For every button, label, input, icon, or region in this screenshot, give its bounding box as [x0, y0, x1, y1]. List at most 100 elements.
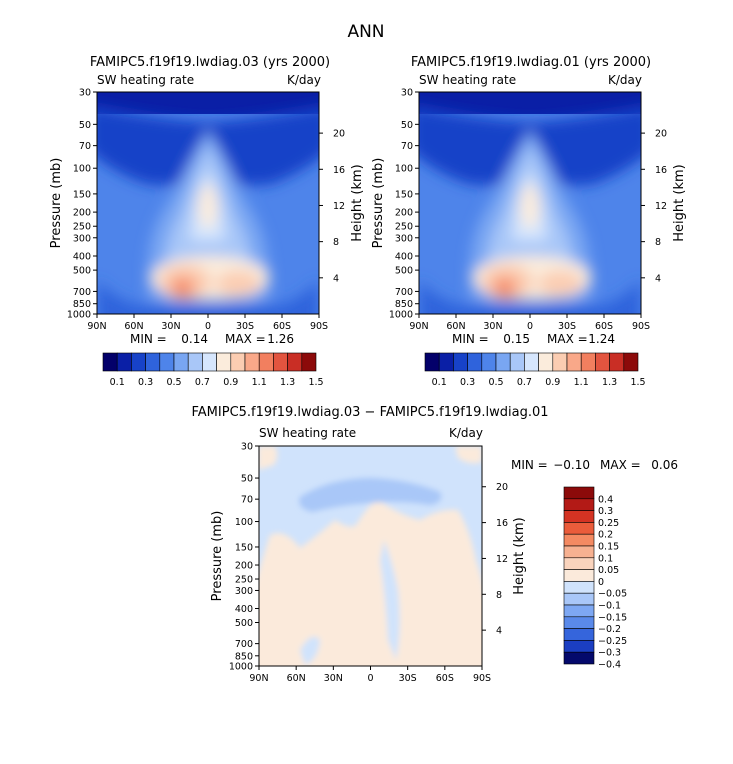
- colorbar-swatch: [563, 510, 595, 523]
- colorbar-swatch: [563, 592, 595, 606]
- colorbar-swatch: [566, 352, 582, 372]
- colorbar-swatch: [563, 498, 595, 511]
- panel-lwdiag-01: FAMIPC5.f19f19.lwdiag.01 (yrs 2000) SW h…: [371, 55, 687, 388]
- colorbar: 0.40.30.250.20.150.10.050−0.05−0.1−0.15−…: [563, 486, 627, 671]
- colorbar-swatch: [145, 352, 161, 372]
- y-tick-label: 30: [79, 88, 91, 99]
- contour-0.9-upper: [198, 184, 218, 228]
- colorbar-swatch: [563, 545, 595, 559]
- height-axis: 20 16 12 8 4: [319, 129, 345, 284]
- contour-neg-0.1: [299, 478, 442, 512]
- max-label: MAX =: [225, 332, 266, 346]
- x-tick-label: 30S: [399, 673, 417, 684]
- units-label: K/day: [449, 426, 483, 440]
- contour-pos-0.05: [259, 500, 482, 666]
- y-tick-label: 30: [401, 88, 413, 99]
- colorbar-swatch: [258, 352, 274, 372]
- y-tick-label: 850: [235, 651, 253, 662]
- y-tick-label: 700: [235, 639, 253, 650]
- colorbar: 0.1 0.3 0.5 0.7 0.9 1.1 1.3 1.5: [424, 352, 646, 388]
- y-tick-label: 100: [235, 517, 253, 528]
- x-tick-label: 90S: [632, 321, 650, 332]
- y-tick-label: 500: [73, 266, 91, 277]
- colorbar-label: 0.7: [195, 377, 210, 388]
- colorbar-swatch: [623, 352, 639, 372]
- colorbar-label: 0.9: [223, 377, 238, 388]
- contour-0.3: [97, 92, 319, 114]
- x-tick-label: 60N: [124, 321, 143, 332]
- y-tick-label: 200: [235, 561, 253, 572]
- colorbar: 0.1 0.3 0.5 0.7 0.9 1.1 1.3 1.5: [102, 352, 324, 388]
- min-value: −0.10: [553, 458, 590, 472]
- colorbar-label: 0: [598, 577, 604, 588]
- colorbar-swatch: [216, 352, 232, 372]
- x-tick-label: 60N: [287, 673, 306, 684]
- y-tick-label: 500: [235, 618, 253, 629]
- colorbar-swatch: [495, 352, 511, 372]
- colorbar-swatch: [563, 569, 595, 582]
- panel-title: FAMIPC5.f19f19.lwdiag.03 − FAMIPC5.f19f1…: [192, 405, 549, 420]
- colorbar-swatch: [580, 352, 596, 372]
- y-tick-label: 850: [395, 299, 413, 310]
- variable-label: SW heating rate: [419, 73, 516, 87]
- y-tick-label: 50: [401, 120, 413, 131]
- colorbar-swatch: [509, 352, 525, 372]
- x-tick-label: 60N: [446, 321, 465, 332]
- y2-tick-label: 8: [333, 237, 339, 248]
- max-value: 1.24: [588, 332, 615, 346]
- colorbar-swatch: [438, 352, 454, 372]
- y-tick-label: 50: [241, 474, 253, 485]
- colorbar-label: −0.4: [598, 660, 621, 671]
- colorbar-swatch: [563, 640, 595, 653]
- colorbar-swatch: [467, 352, 483, 372]
- x-tick-label: 30N: [483, 321, 502, 332]
- colorbar-swatch: [563, 616, 595, 629]
- colorbar-swatch: [131, 352, 146, 372]
- y2-tick-label: 20: [655, 129, 667, 140]
- x-tick-label: 90N: [409, 321, 428, 332]
- y2-tick-label: 16: [496, 518, 508, 529]
- latitude-axis: 90N 60N 30N 0 30S 60S 90S: [409, 314, 650, 332]
- colorbar-label: 1.1: [574, 377, 589, 388]
- y2-tick-label: 20: [496, 482, 508, 493]
- x-tick-label: 60S: [595, 321, 613, 332]
- colorbar-swatch: [609, 352, 625, 372]
- colorbar-swatch: [287, 352, 303, 372]
- page-title: ANN: [347, 22, 384, 42]
- y2-tick-label: 20: [333, 129, 345, 140]
- colorbar-label: −0.3: [598, 648, 621, 659]
- y2-axis-label: Height (km): [512, 517, 527, 594]
- colorbar-label: −0.25: [598, 636, 627, 647]
- panel-title: FAMIPC5.f19f19.lwdiag.01 (yrs 2000): [411, 55, 651, 70]
- x-tick-label: 30S: [558, 321, 576, 332]
- min-value: 0.14: [181, 332, 208, 346]
- colorbar-label: 0.5: [166, 377, 181, 388]
- colorbar-label: 0.25: [598, 518, 619, 529]
- variable-label: SW heating rate: [259, 426, 356, 440]
- y-tick-label: 30: [241, 442, 253, 453]
- x-tick-label: 0: [205, 321, 211, 332]
- panel-title: FAMIPC5.f19f19.lwdiag.03 (yrs 2000): [90, 55, 330, 70]
- colorbar-label: 0.7: [517, 377, 532, 388]
- x-tick-label: 90N: [87, 321, 106, 332]
- colorbar-swatch: [524, 352, 539, 372]
- contour-0.9-upper: [520, 184, 540, 228]
- y-tick-label: 250: [395, 222, 413, 233]
- colorbar-label: 0.3: [138, 377, 153, 388]
- x-tick-label: 30S: [236, 321, 254, 332]
- colorbar-label: −0.2: [598, 624, 621, 635]
- y2-tick-label: 12: [496, 554, 508, 565]
- min-label: MIN =: [511, 458, 548, 472]
- y-tick-label: 100: [73, 164, 91, 175]
- x-tick-label: 60S: [273, 321, 291, 332]
- contour-0.3-lower: [419, 280, 641, 314]
- units-label: K/day: [287, 73, 321, 87]
- contour-neg-strip: [380, 540, 400, 660]
- colorbar-swatch: [563, 651, 595, 665]
- y-tick-label: 70: [241, 495, 253, 506]
- panel-difference: FAMIPC5.f19f19.lwdiag.03 − FAMIPC5.f19f1…: [192, 405, 679, 684]
- colorbar-swatch: [159, 352, 175, 372]
- y2-axis-label: Height (km): [672, 164, 687, 241]
